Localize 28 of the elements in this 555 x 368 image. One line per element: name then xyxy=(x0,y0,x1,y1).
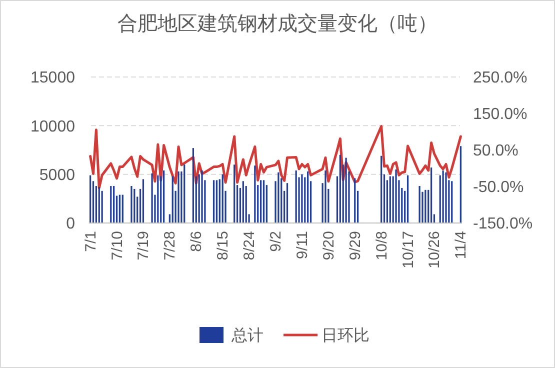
x-tick-label: 10/26 xyxy=(426,231,444,269)
y2-tick-label: -50.0% xyxy=(473,179,524,196)
x-tick-label: 10/8 xyxy=(373,231,390,260)
x-tick-label: 8/15 xyxy=(214,231,232,260)
y2-tick-label: 150.0% xyxy=(473,106,528,124)
x-tick-label: 9/11 xyxy=(294,231,311,260)
line-series xyxy=(89,125,462,190)
y-tick-label: 15000 xyxy=(30,70,76,87)
x-tick-label: 7/28 xyxy=(162,231,179,260)
y2-tick-label: 50.0% xyxy=(473,142,518,160)
chart-title: 合肥地区建筑钢材成交量变化（吨） xyxy=(118,13,438,35)
x-tick-label: 9/29 xyxy=(346,231,364,260)
y-tick-label: 5000 xyxy=(39,166,76,184)
y-tick-label: 0 xyxy=(66,216,76,233)
legend-label: 总计 xyxy=(230,326,264,345)
y2-tick-label: -150.0% xyxy=(473,216,533,233)
x-tick-label: 9/20 xyxy=(320,231,338,260)
y2-tick-label: 250.0% xyxy=(473,70,528,87)
x-tick-label: 9/2 xyxy=(268,231,284,252)
x-tick-label: 7/19 xyxy=(135,231,152,260)
x-tick-label: 11/4 xyxy=(452,231,470,260)
x-tick-label: 8/24 xyxy=(241,231,258,260)
x-tick-label: 8/6 xyxy=(188,231,206,252)
x-tick-label: 7/1 xyxy=(82,231,100,252)
x-tick-label: 10/17 xyxy=(400,231,417,269)
x-tick-label: 7/10 xyxy=(108,231,126,260)
y-tick-label: 10000 xyxy=(30,118,76,136)
legend-label: 日环比 xyxy=(322,326,370,345)
